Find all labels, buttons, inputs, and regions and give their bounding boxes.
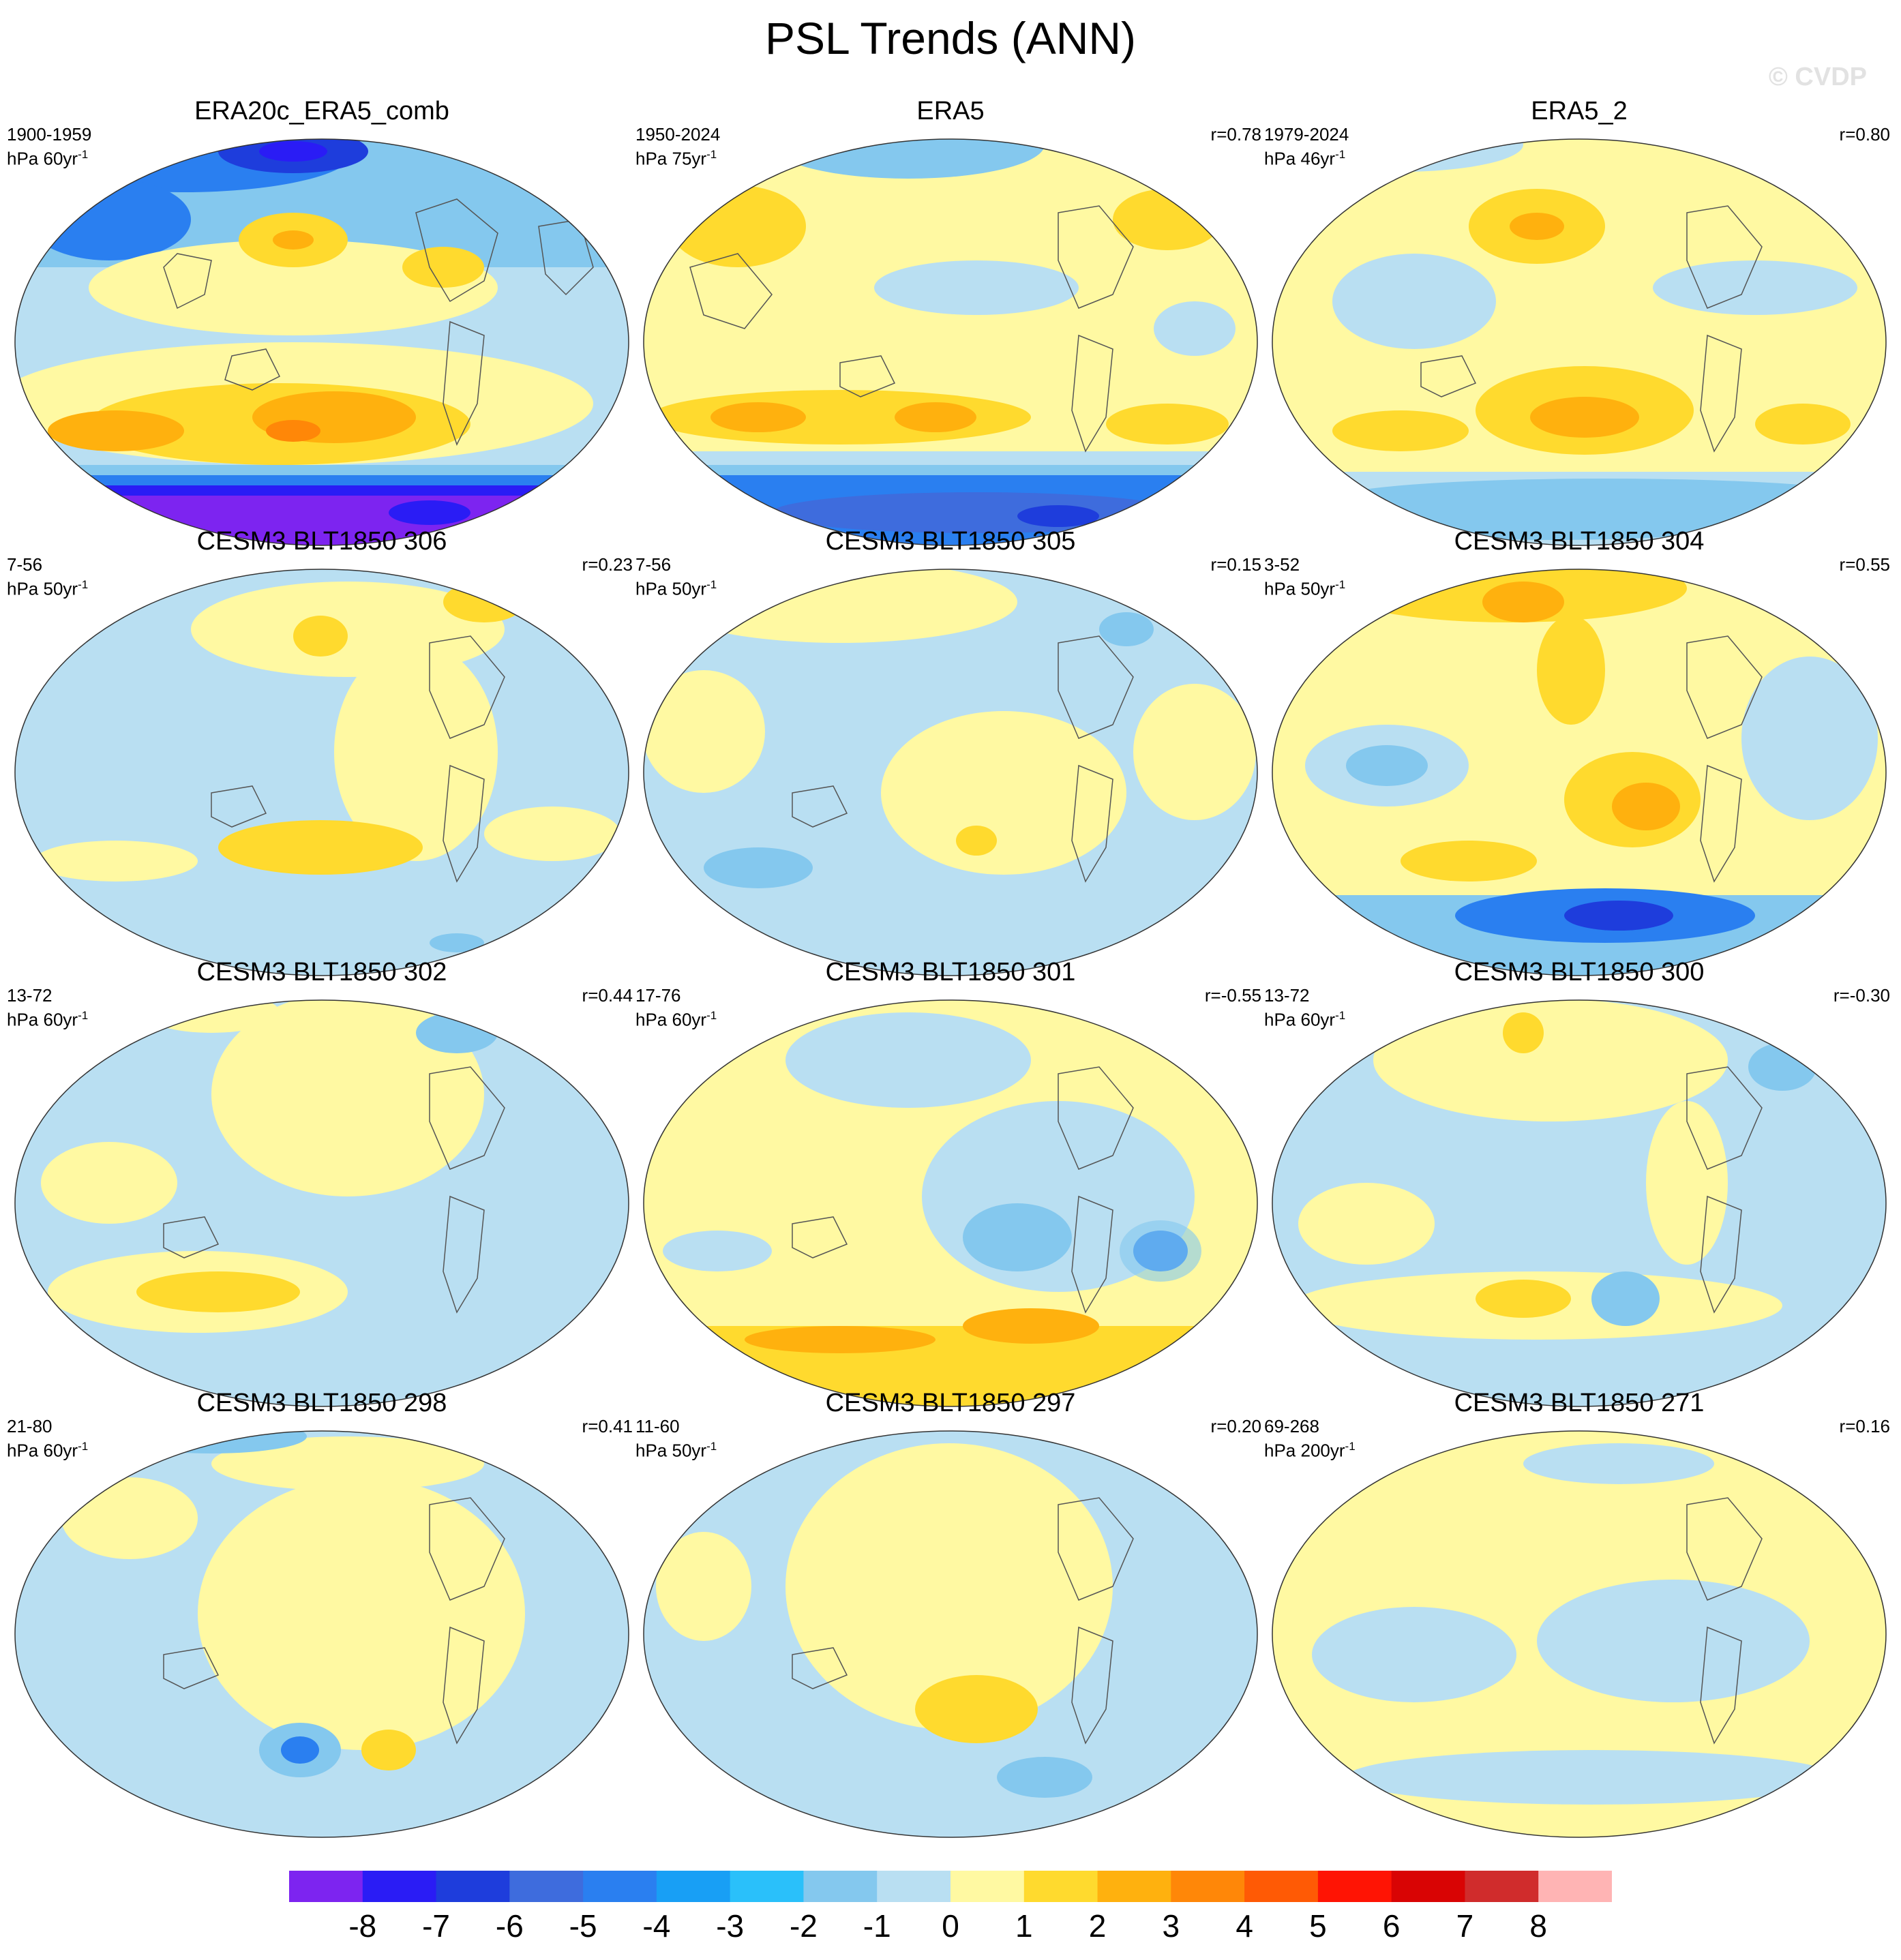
map-panel-cesm3-301: CESM3 BLT1850 301 17-76 hPa 60yr-1 r=-0.5… xyxy=(635,958,1266,1416)
trend-map xyxy=(14,999,629,1407)
panel-period: 7-56 hPa 50yr-1 xyxy=(635,554,717,599)
panel-correlation: r=0.44 xyxy=(582,985,633,1006)
panel-title: CESM3 BLT1850 304 xyxy=(1454,527,1705,556)
panel-title: CESM3 BLT1850 300 xyxy=(1454,958,1705,986)
panel-correlation: r=0.55 xyxy=(1839,554,1890,575)
colorbar-swatch xyxy=(436,1871,510,1902)
panel-period: 1979-2024 hPa 46yr-1 xyxy=(1264,124,1349,169)
map-panel-cesm3-305: CESM3 BLT1850 305 7-56 hPa 50yr-1 r=0.15 xyxy=(635,527,1266,985)
colorbar-swatch xyxy=(1317,1871,1392,1902)
colorbar-tick-label: -3 xyxy=(716,1908,745,1944)
colorbar-tick-label: -2 xyxy=(789,1908,818,1944)
colorbar xyxy=(289,1871,1612,1902)
colorbar-swatch xyxy=(289,1871,363,1902)
panel-period: 7-56 hPa 50yr-1 xyxy=(7,554,89,599)
panel-correlation: r=-0.55 xyxy=(1204,985,1261,1006)
panel-period: 13-72 hPa 60yr-1 xyxy=(1264,985,1346,1030)
panel-period: 1900-1959 hPa 60yr-1 xyxy=(7,124,92,169)
colorbar-swatch xyxy=(1097,1871,1171,1902)
panel-correlation: r=0.41 xyxy=(582,1416,633,1436)
map-panel-era20c-era5-comb: ERA20c_ERA5_comb 1900-1959 hPa 60yr-1 xyxy=(7,97,637,555)
panel-title: CESM3 BLT1850 271 xyxy=(1454,1389,1705,1417)
colorbar-tick-label: 5 xyxy=(1309,1908,1327,1944)
map-panel-cesm3-297: CESM3 BLT1850 297 11-60 hPa 50yr-1 r=0.20 xyxy=(635,1389,1266,1847)
colorbar-swatch xyxy=(950,1871,1025,1902)
colorbar-tick-label: 7 xyxy=(1456,1908,1474,1944)
colorbar-swatch xyxy=(803,1871,878,1902)
colorbar-tick-label: -5 xyxy=(569,1908,597,1944)
trend-map xyxy=(643,1430,1258,1838)
panel-correlation: r=0.15 xyxy=(1210,554,1261,575)
colorbar-swatch xyxy=(1538,1871,1612,1902)
map-panel-era5: ERA5 1950-2024 hPa 75yr-1 r=0.78 xyxy=(635,97,1266,555)
trend-map xyxy=(643,138,1258,546)
colorbar-swatch xyxy=(1171,1871,1245,1902)
colorbar-swatch xyxy=(583,1871,657,1902)
trend-map xyxy=(14,138,629,546)
panel-title: ERA20c_ERA5_comb xyxy=(194,97,449,125)
colorbar-tick-label: 1 xyxy=(1015,1908,1033,1944)
colorbar-tick-label: 8 xyxy=(1529,1908,1548,1944)
map-panel-cesm3-302: CESM3 BLT1850 302 13-72 hPa 60yr-1 r=0.44 xyxy=(7,958,637,1416)
panel-period: 13-72 hPa 60yr-1 xyxy=(7,985,89,1030)
colorbar-tick-label: 0 xyxy=(942,1908,959,1944)
figure-title: PSL Trends (ANN) xyxy=(764,13,1137,63)
colorbar-tick-label: -1 xyxy=(863,1908,891,1944)
colorbar-swatch xyxy=(1244,1871,1319,1902)
colorbar-swatch xyxy=(730,1871,804,1902)
colorbar-tick-label: 2 xyxy=(1088,1908,1107,1944)
panel-period: 11-60 hPa 50yr-1 xyxy=(635,1416,717,1461)
colorbar-swatch xyxy=(656,1871,731,1902)
map-panel-cesm3-300: CESM3 BLT1850 300 13-72 hPa 60yr-1 r=-0.3… xyxy=(1264,958,1894,1416)
panel-correlation: r=0.78 xyxy=(1210,124,1261,145)
colorbar-tick-label: -6 xyxy=(495,1908,524,1944)
panel-period: 17-76 hPa 60yr-1 xyxy=(635,985,717,1030)
colorbar-swatch xyxy=(877,1871,951,1902)
panel-title: CESM3 BLT1850 301 xyxy=(825,958,1076,986)
panel-title: CESM3 BLT1850 298 xyxy=(196,1389,447,1417)
colorbar-tick-label: 3 xyxy=(1162,1908,1180,1944)
trend-map xyxy=(643,999,1258,1407)
colorbar-tick-label: -4 xyxy=(642,1908,671,1944)
trend-map xyxy=(1272,1430,1887,1838)
panel-correlation: r=0.16 xyxy=(1839,1416,1890,1436)
panel-period: 1950-2024 hPa 75yr-1 xyxy=(635,124,721,169)
trend-map xyxy=(14,1430,629,1838)
panel-title: CESM3 BLT1850 297 xyxy=(825,1389,1076,1417)
panel-title: CESM3 BLT1850 305 xyxy=(825,527,1076,556)
watermark: © CVDP xyxy=(1768,63,1867,91)
colorbar-tick-label: -7 xyxy=(422,1908,450,1944)
colorbar-swatch xyxy=(362,1871,437,1902)
panel-correlation: r=0.80 xyxy=(1839,124,1890,145)
panel-title: CESM3 BLT1850 302 xyxy=(196,958,447,986)
colorbar-tick-label: 4 xyxy=(1236,1908,1253,1944)
panel-title: ERA5_2 xyxy=(1531,97,1628,125)
colorbar-tick-label: -8 xyxy=(348,1908,377,1944)
trend-map xyxy=(643,569,1258,976)
trend-map xyxy=(1272,569,1887,976)
panel-title: ERA5 xyxy=(916,97,985,125)
panel-correlation: r=-0.30 xyxy=(1833,985,1890,1006)
trend-map xyxy=(1272,999,1887,1407)
trend-map xyxy=(1272,138,1887,546)
map-panel-cesm3-304: CESM3 BLT1850 304 3-52 hPa 50yr-1 r=0.55 xyxy=(1264,527,1894,985)
map-panel-cesm3-298: CESM3 BLT1850 298 21-80 hPa 60yr-1 r=0.41 xyxy=(7,1389,637,1847)
colorbar-swatch xyxy=(1023,1871,1098,1902)
panel-period: 69-268 hPa 200yr-1 xyxy=(1264,1416,1356,1461)
trend-map xyxy=(14,569,629,976)
panel-period: 3-52 hPa 50yr-1 xyxy=(1264,554,1346,599)
panel-correlation: r=0.23 xyxy=(582,554,633,575)
colorbar-swatch xyxy=(1391,1871,1465,1902)
panel-correlation: r=0.20 xyxy=(1210,1416,1261,1436)
map-panel-era5-2: ERA5_2 1979-2024 hPa 46yr-1 r=0.80 xyxy=(1264,97,1894,555)
map-panel-cesm3-271: CESM3 BLT1850 271 69-268 hPa 200yr-1 r=0.… xyxy=(1264,1389,1894,1847)
panel-period: 21-80 hPa 60yr-1 xyxy=(7,1416,89,1461)
panel-title: CESM3 BLT1850 306 xyxy=(196,527,447,556)
map-panel-cesm3-306: CESM3 BLT1850 306 7-56 hPa 50yr-1 r=0.23 xyxy=(7,527,637,985)
colorbar-tick-label: 6 xyxy=(1382,1908,1401,1944)
colorbar-labels: -8 -7 -6 -5 -4 -3 -2 -1 0 1 2 3 4 5 6 7 8 xyxy=(289,1908,1612,1948)
colorbar-swatch xyxy=(1465,1871,1539,1902)
colorbar-swatch xyxy=(509,1871,584,1902)
